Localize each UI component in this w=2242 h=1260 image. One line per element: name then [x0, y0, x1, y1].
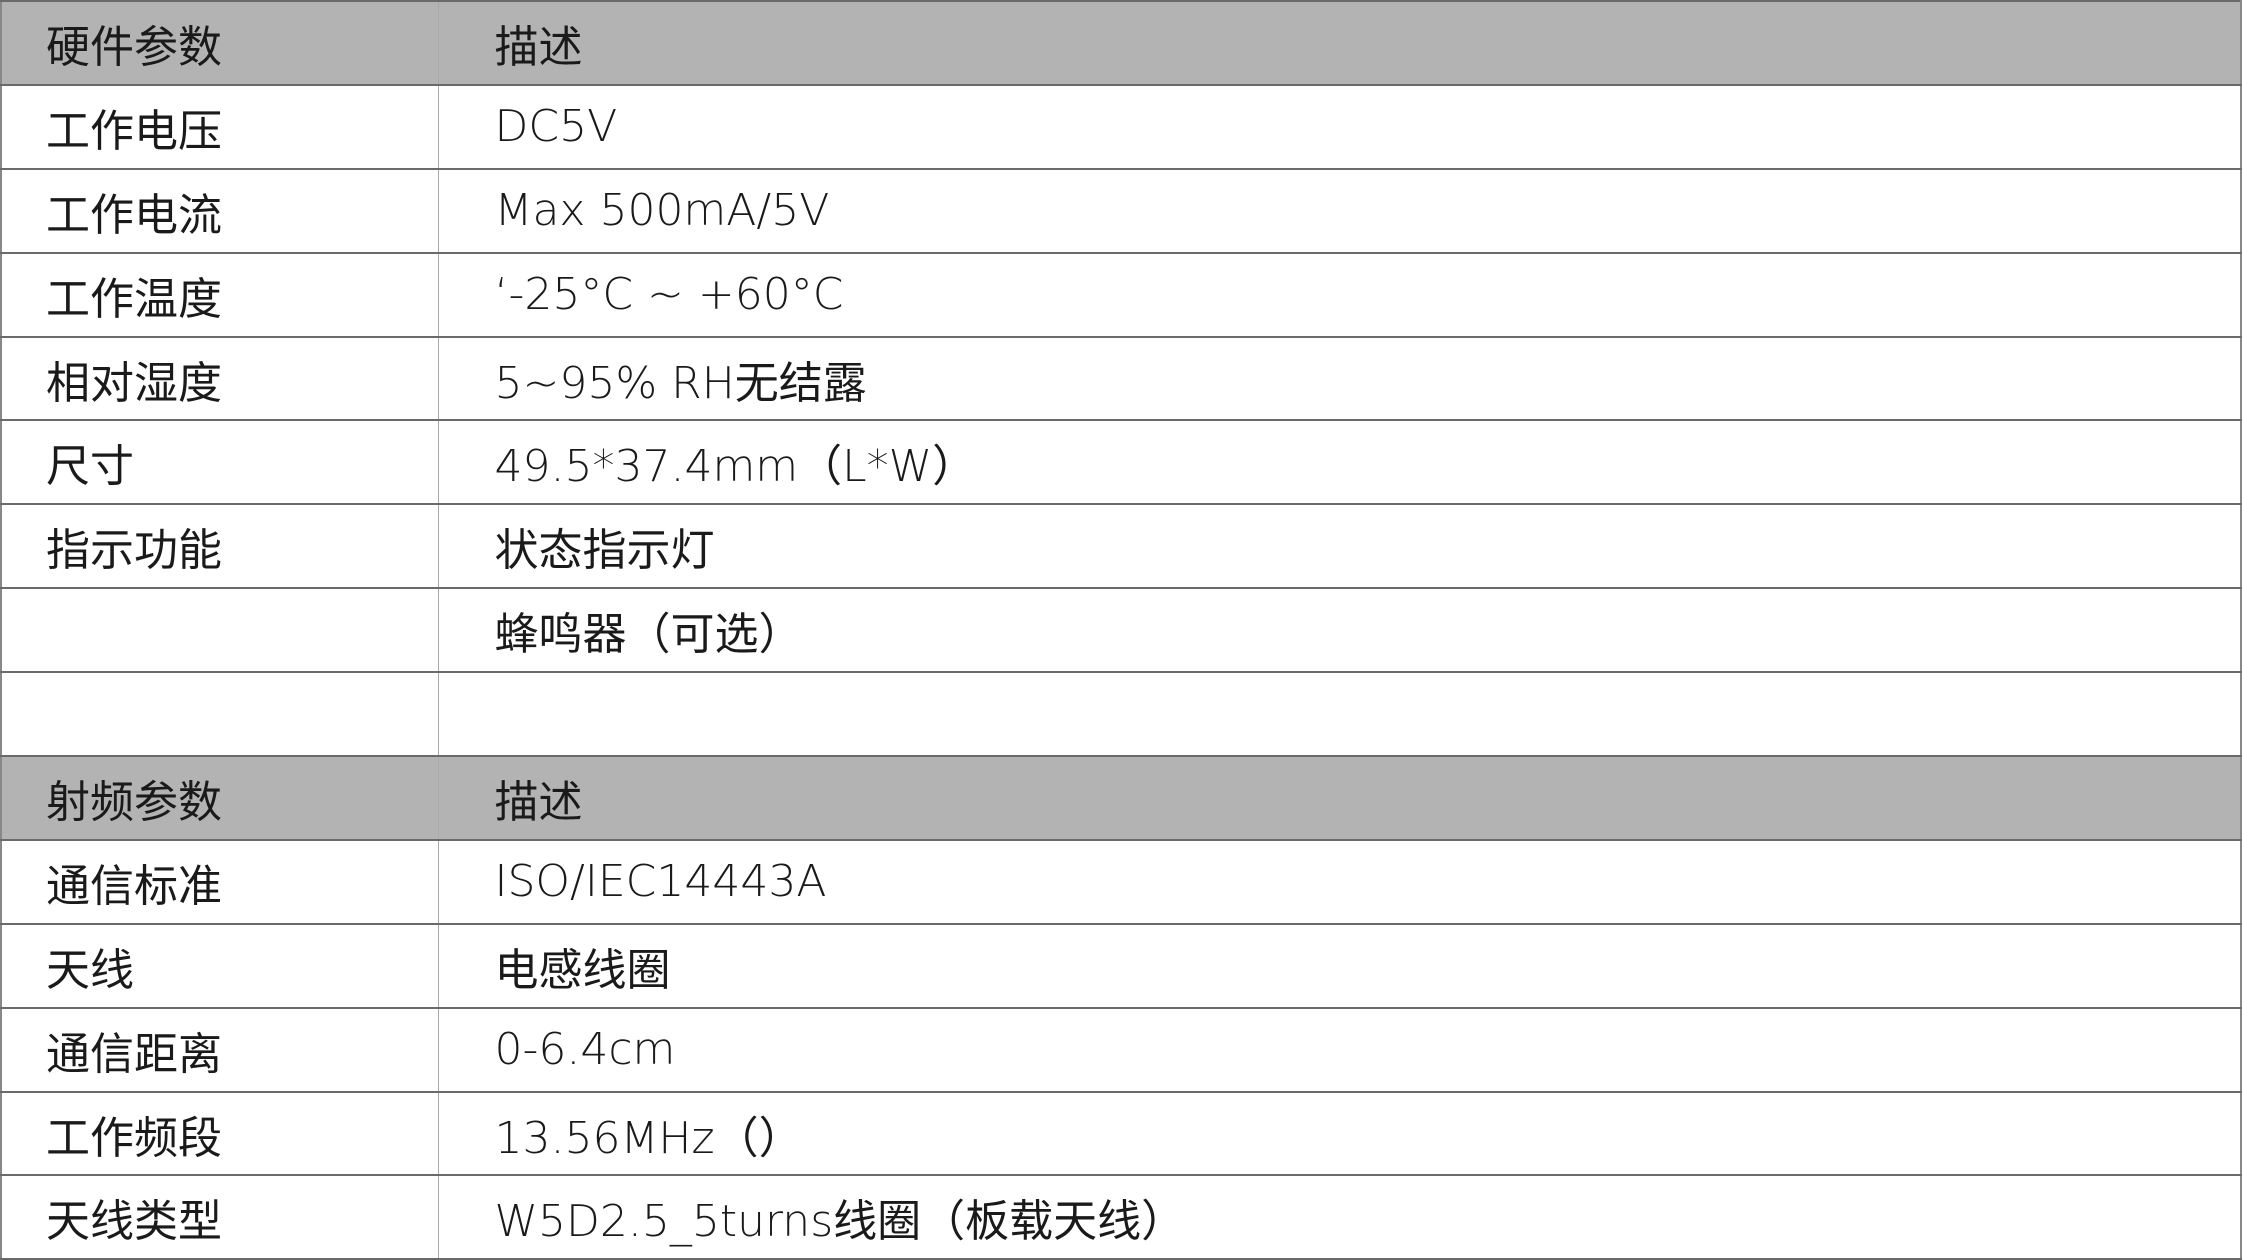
table-row: 工作电压 DC5V [0, 83, 2242, 170]
table-row: 工作温度 ‘-25°C ~ +60°C [0, 251, 2242, 338]
parameter-cell: 天线类型 [0, 1174, 439, 1260]
description-cell: 描述 [438, 0, 2242, 86]
description-cell: 5~95% RH无结露 [438, 335, 2242, 422]
parameter-cell: 射频参数 [0, 755, 439, 841]
parameter-cell: 工作温度 [0, 251, 439, 338]
parameter-cell: 硬件参数 [0, 0, 439, 86]
table-row: 指示功能 状态指示灯 [0, 503, 2242, 590]
parameter-cell: 工作电流 [0, 167, 439, 254]
parameter-cell: 工作电压 [0, 83, 439, 170]
table-row: 天线 电感线圈 [0, 922, 2242, 1009]
table-row: 通信距离 0-6.4cm [0, 1006, 2242, 1093]
table-row [0, 671, 2242, 758]
description-cell: 13.56MHz（） [438, 1090, 2242, 1177]
description-cell: DC5V [438, 83, 2242, 170]
parameter-cell [0, 671, 439, 758]
description-cell [438, 671, 2242, 758]
parameter-cell [0, 587, 439, 674]
table-row: 天线类型 W5D2.5_5turns线圈（板载天线） [0, 1174, 2242, 1260]
description-cell: ‘-25°C ~ +60°C [438, 251, 2242, 338]
parameter-cell: 相对湿度 [0, 335, 439, 422]
table-row: 通信标准 ISO/IEC14443A [0, 838, 2242, 925]
table-row: 工作频段 13.56MHz（） [0, 1090, 2242, 1177]
description-cell: W5D2.5_5turns线圈（板载天线） [438, 1174, 2242, 1260]
parameter-cell: 天线 [0, 922, 439, 1009]
table-row: 蜂鸣器（可选） [0, 587, 2242, 674]
description-cell: 0-6.4cm [438, 1006, 2242, 1093]
description-cell: Max 500mA/5V [438, 167, 2242, 254]
table-header-row: 射频参数 描述 [0, 755, 2242, 841]
table-row: 相对湿度 5~95% RH无结露 [0, 335, 2242, 422]
description-cell: 电感线圈 [438, 922, 2242, 1009]
description-cell: 状态指示灯 [438, 503, 2242, 590]
table-row: 工作电流 Max 500mA/5V [0, 167, 2242, 254]
parameter-cell: 指示功能 [0, 503, 439, 590]
description-cell: 49.5*37.4mm（L*W） [438, 419, 2242, 506]
table-row: 尺寸 49.5*37.4mm（L*W） [0, 419, 2242, 506]
parameter-cell: 尺寸 [0, 419, 439, 506]
table-header-row: 硬件参数 描述 [0, 0, 2242, 86]
description-cell: 蜂鸣器（可选） [438, 587, 2242, 674]
description-cell: ISO/IEC14443A [438, 838, 2242, 925]
parameter-cell: 通信距离 [0, 1006, 439, 1093]
description-cell: 描述 [438, 755, 2242, 841]
parameter-cell: 工作频段 [0, 1090, 439, 1177]
parameter-cell: 通信标准 [0, 838, 439, 925]
